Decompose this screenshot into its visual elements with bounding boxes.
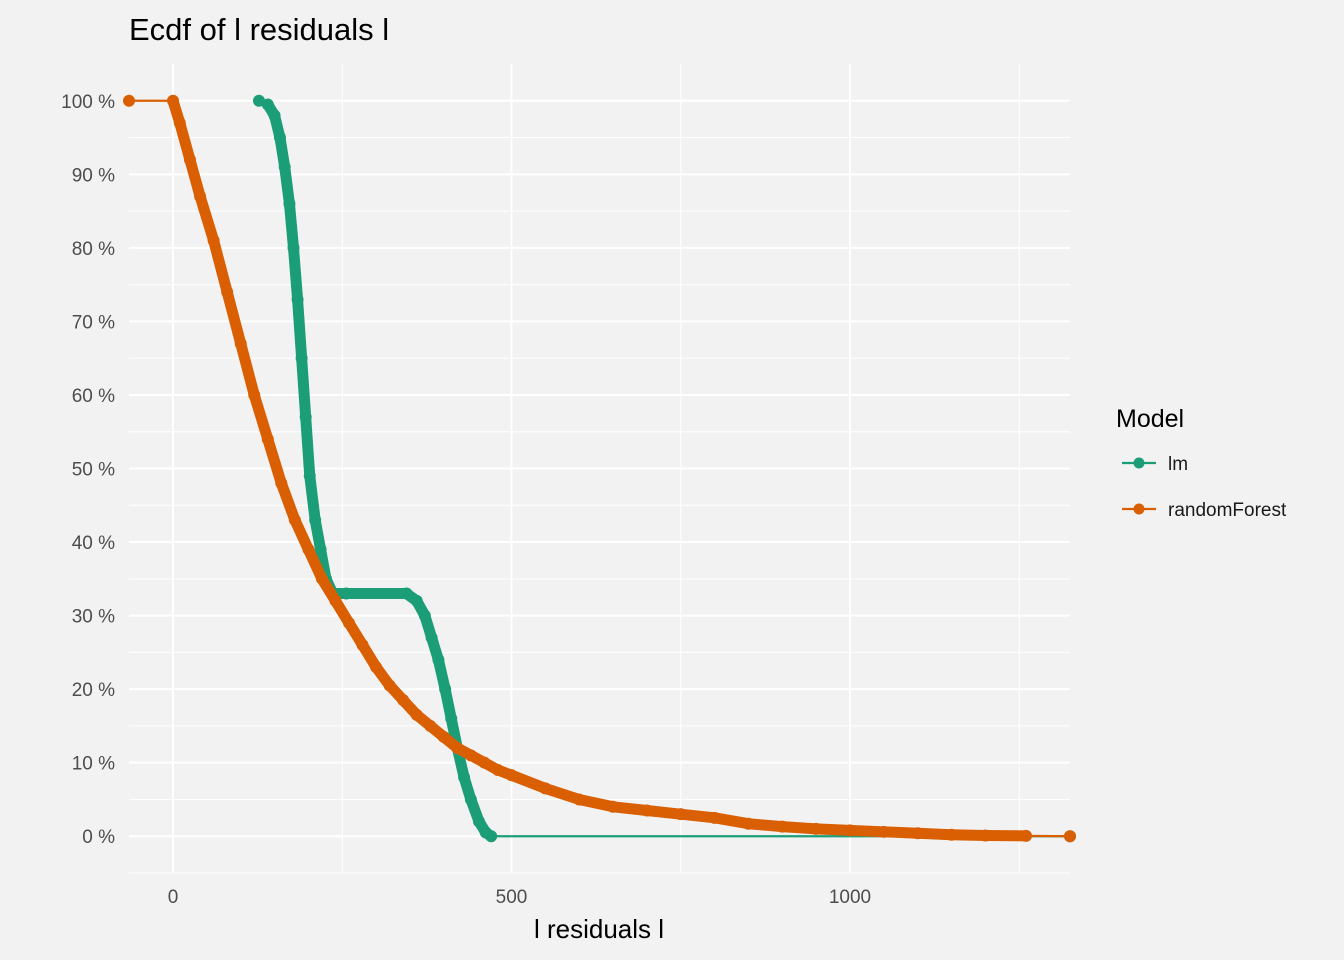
data-point-lm xyxy=(291,293,304,306)
data-point-lm xyxy=(425,631,438,644)
data-point-randomforest xyxy=(478,756,491,769)
data-point-lm xyxy=(439,683,452,696)
data-point-randomforest xyxy=(173,116,186,129)
data-point-randomforest xyxy=(1064,830,1076,843)
data-point-lm xyxy=(472,815,485,828)
legend-key-point-lm xyxy=(1133,457,1145,469)
data-point-randomforest xyxy=(315,572,328,585)
data-point-lm xyxy=(485,830,498,843)
data-point-lm xyxy=(418,609,431,622)
data-point-lm xyxy=(464,793,477,806)
data-point-lm xyxy=(261,98,274,111)
data-point-randomforest xyxy=(1019,829,1032,842)
data-point-lm xyxy=(314,543,327,556)
data-point-randomforest xyxy=(410,708,423,721)
y-tick-label: 20 % xyxy=(72,680,115,701)
data-point-randomforest xyxy=(573,793,586,806)
x-tick-label: 0 xyxy=(168,887,179,908)
chart-title: Ecdf of l residuals l xyxy=(129,12,389,47)
y-tick-label: 80 % xyxy=(72,239,115,260)
data-point-lm xyxy=(273,131,286,144)
data-point-randomforest xyxy=(356,639,369,652)
data-point-lm xyxy=(268,109,281,122)
data-point-randomforest xyxy=(248,388,261,401)
data-point-lm xyxy=(445,712,458,725)
data-point-randomforest xyxy=(945,828,958,841)
legend-items: lm randomForest xyxy=(1122,454,1287,521)
data-point-randomforest xyxy=(437,730,450,743)
data-point-randomforest xyxy=(464,749,477,762)
data-point-lm xyxy=(278,160,291,173)
data-point-randomforest xyxy=(207,234,220,247)
x-tick-label: 500 xyxy=(496,887,528,908)
y-tick-label: 30 % xyxy=(72,607,115,628)
data-point-randomforest xyxy=(451,741,464,754)
data-point-lm xyxy=(299,411,312,424)
data-point-randomforest xyxy=(329,594,342,607)
data-point-lm xyxy=(400,587,413,600)
data-point-randomforest xyxy=(911,827,924,840)
data-point-randomforest xyxy=(640,804,653,817)
data-point-lm xyxy=(309,513,322,526)
y-tick-label: 40 % xyxy=(72,533,115,554)
x-axis-title: l residuals l xyxy=(534,914,664,944)
data-point-randomforest xyxy=(708,811,721,824)
data-point-randomforest xyxy=(288,513,301,526)
data-point-randomforest xyxy=(370,661,383,674)
data-point-lm xyxy=(432,653,445,666)
y-tick-label: 90 % xyxy=(72,165,115,186)
data-point-randomforest xyxy=(397,694,410,707)
series-band-lm xyxy=(262,98,497,842)
data-point-randomforest xyxy=(167,94,180,107)
y-tick-label: 0 % xyxy=(82,827,115,848)
data-point-randomforest xyxy=(123,94,135,107)
data-point-randomforest xyxy=(742,817,755,830)
data-point-randomforest xyxy=(343,616,356,629)
data-point-randomforest xyxy=(674,808,687,821)
data-point-randomforest xyxy=(539,782,552,795)
x-tick-label: 1000 xyxy=(829,887,871,908)
y-tick-label: 60 % xyxy=(72,386,115,407)
x-axis-ticks: 0 500 1000 xyxy=(168,887,871,908)
y-tick-label: 10 % xyxy=(72,754,115,775)
data-point-randomforest xyxy=(843,824,856,837)
legend: Model lm randomForest xyxy=(1116,405,1287,521)
data-point-randomforest xyxy=(261,433,274,446)
legend-label-randomforest: randomForest xyxy=(1168,500,1287,521)
data-point-randomforest xyxy=(776,820,789,833)
data-point-randomforest xyxy=(877,825,890,838)
series-layer xyxy=(123,94,1076,843)
data-point-randomforest xyxy=(194,190,207,203)
data-point-lm xyxy=(295,352,308,365)
data-point-randomforest xyxy=(810,822,823,835)
data-point-randomforest xyxy=(221,285,234,298)
data-point-randomforest xyxy=(234,337,247,350)
data-point-randomforest xyxy=(183,153,196,166)
y-tick-label: 100 % xyxy=(61,92,115,113)
y-axis-ticks: 0 % 10 % 20 % 30 % 40 % 50 % 60 % 70 % 80 % 90 % 1… xyxy=(61,92,115,848)
legend-key-point-randomforest xyxy=(1133,503,1145,515)
legend-title: Model xyxy=(1116,405,1184,433)
data-point-lm xyxy=(287,241,300,254)
data-point-randomforest xyxy=(275,477,288,490)
data-point-randomforest xyxy=(383,679,396,692)
data-point-randomforest xyxy=(424,719,437,732)
data-point-lm xyxy=(340,587,353,600)
data-point-lm xyxy=(410,594,423,607)
data-point-randomforest xyxy=(302,543,315,556)
legend-label-lm: lm xyxy=(1168,454,1188,475)
data-point-randomforest xyxy=(491,764,504,777)
data-point-randomforest xyxy=(505,769,518,782)
data-point-lm xyxy=(283,197,296,210)
data-point-randomforest xyxy=(979,829,992,842)
data-point-randomforest xyxy=(607,800,620,813)
y-tick-label: 50 % xyxy=(72,460,115,481)
data-point-lm xyxy=(458,771,471,784)
data-point-lm xyxy=(303,469,316,482)
y-tick-label: 70 % xyxy=(72,312,115,333)
